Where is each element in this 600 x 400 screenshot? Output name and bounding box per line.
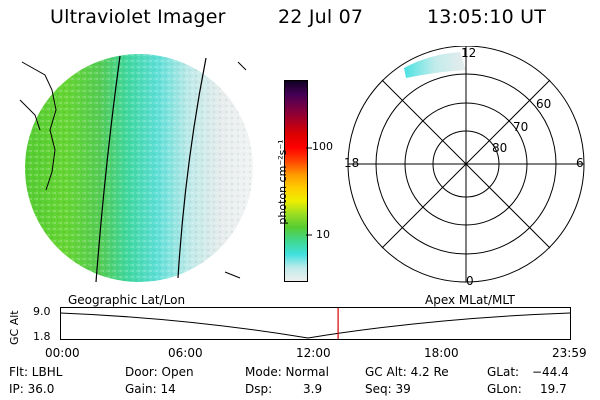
polar-plot [347,46,585,283]
status-dsp-value: 3.9 [303,382,323,396]
coastline [224,271,241,279]
timeline-ylabel: GC Alt [8,310,21,345]
time-tick-1200: 12:00 [296,346,331,360]
status-glat-label: GLat: [487,365,520,379]
status-glon-label: GLon: [487,382,522,396]
mlt-label-0: 0 [466,274,474,288]
status-gain: Gain: 14 [125,382,176,396]
status-door: Door: Open [125,365,194,379]
time-label: 13:05:10 UT [427,6,547,28]
colorbar-tick-label: 100 [312,140,333,153]
mlt-label-18: 18 [344,156,360,170]
status-ip: IP: 36.0 [9,382,55,396]
geographic-image [19,54,253,283]
timeline-ymax: 9.0 [33,305,51,318]
status-seq: Seq: 39 [365,382,411,396]
aurora-patch [404,52,466,78]
lat-label-70: 70 [513,120,529,134]
status-dsp-label: Dsp: [245,382,273,396]
time-tick-0000: 00:00 [45,346,80,360]
lat-label-60: 60 [536,97,552,111]
status-glat-value: −44.4 [532,365,569,379]
lat-label-80: 80 [492,141,508,155]
time-tick-1800: 18:00 [424,346,459,360]
altitude-curve [60,312,571,339]
coastline [21,61,57,191]
meridian-line [177,57,207,279]
colorbar-ticks [306,147,312,236]
meridian-line [95,55,121,283]
mlt-label-6: 6 [576,156,584,170]
status-gc-alt: GC Alt: 4.2 Re [365,365,449,379]
status-filter: Flt: LBHL [9,365,63,379]
status-mode: Mode: Normal [245,365,329,379]
date-label: 22 Jul 07 [278,6,364,28]
coastline [19,99,41,131]
colorbar [284,80,308,282]
colorbar-tick-label: 10 [316,228,330,241]
time-tick-0600: 06:00 [168,346,203,360]
timeline-plot [60,307,571,340]
timeline-frame [60,307,571,340]
timeline-left-title: Geographic Lat/Lon [68,293,186,307]
instrument-title: Ultraviolet Imager [50,6,226,28]
coastline [237,61,247,71]
timeline-right-title: Apex MLat/MLT [425,293,515,307]
status-glon-value: 19.7 [540,382,567,396]
polar-axis [381,79,551,249]
mlt-label-12: 12 [461,46,477,60]
time-tick-2359: 23:59 [552,346,587,360]
colorbar-unit-label: photon cm⁻²s⁻¹ [276,139,289,225]
timeline-ymin: 1.8 [33,330,51,343]
